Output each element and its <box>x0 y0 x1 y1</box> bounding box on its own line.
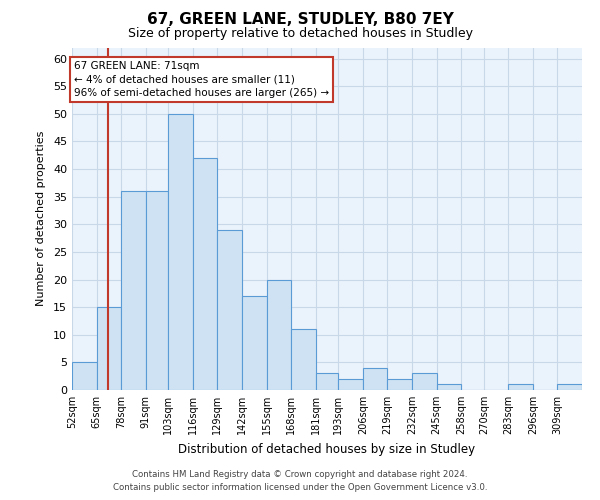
Bar <box>169 114 193 390</box>
Y-axis label: Number of detached properties: Number of detached properties <box>36 131 46 306</box>
Bar <box>193 158 217 390</box>
Bar <box>437 384 461 390</box>
Bar <box>121 191 146 390</box>
Bar <box>557 384 582 390</box>
Bar <box>316 374 338 390</box>
Bar <box>266 280 291 390</box>
Text: Size of property relative to detached houses in Studley: Size of property relative to detached ho… <box>128 28 473 40</box>
X-axis label: Distribution of detached houses by size in Studley: Distribution of detached houses by size … <box>178 442 476 456</box>
Bar <box>97 307 121 390</box>
Bar <box>508 384 533 390</box>
Text: 67, GREEN LANE, STUDLEY, B80 7EY: 67, GREEN LANE, STUDLEY, B80 7EY <box>146 12 454 28</box>
Bar <box>338 379 363 390</box>
Bar <box>363 368 388 390</box>
Bar <box>217 230 242 390</box>
Bar <box>72 362 97 390</box>
Bar <box>291 329 316 390</box>
Bar <box>146 191 169 390</box>
Text: Contains HM Land Registry data © Crown copyright and database right 2024.
Contai: Contains HM Land Registry data © Crown c… <box>113 470 487 492</box>
Bar <box>412 374 437 390</box>
Bar <box>242 296 266 390</box>
Text: 67 GREEN LANE: 71sqm
← 4% of detached houses are smaller (11)
96% of semi-detach: 67 GREEN LANE: 71sqm ← 4% of detached ho… <box>74 62 329 98</box>
Bar <box>388 379 412 390</box>
